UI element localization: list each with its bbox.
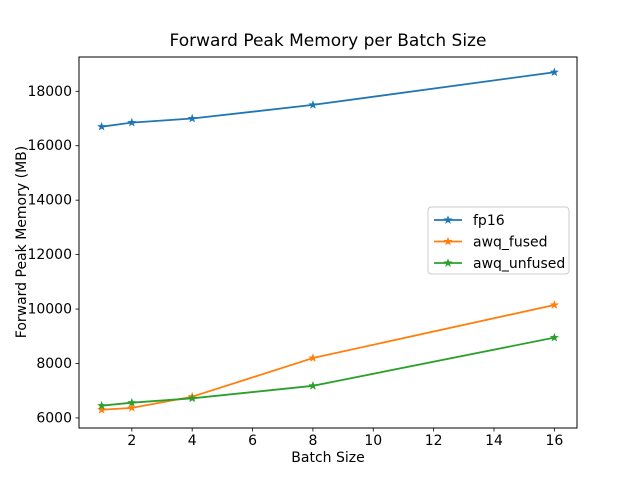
legend-marker-star-icon bbox=[443, 215, 453, 224]
legend-box bbox=[427, 206, 570, 275]
chart-title: Forward Peak Memory per Batch Size bbox=[169, 31, 487, 51]
y-axis-label: Forward Peak Memory (MB) bbox=[14, 145, 30, 339]
x-tick-label: 4 bbox=[188, 433, 197, 449]
legend-label: fp16 bbox=[473, 213, 505, 229]
series-line-awq_fused bbox=[101, 304, 555, 411]
x-tick-label: 6 bbox=[248, 433, 257, 449]
y-tick-label: 10000 bbox=[27, 302, 72, 318]
y-tick-label: 6000 bbox=[36, 410, 72, 426]
legend: fp16 awq_fused awq_unfused bbox=[427, 206, 570, 275]
data-point-marker-awq_unfused bbox=[127, 397, 137, 407]
legend-item-awq_fused: awq_fused bbox=[434, 235, 548, 251]
series-line-awq_unfused bbox=[101, 336, 555, 407]
data-point-marker-fp16 bbox=[549, 67, 559, 77]
y-tick-label: 12000 bbox=[27, 247, 72, 263]
series-line-fp16 bbox=[101, 71, 555, 128]
data-point-marker-awq_unfused bbox=[549, 332, 559, 342]
legend-label: awq_unfused bbox=[473, 256, 565, 272]
data-point-marker-awq_unfused bbox=[97, 400, 107, 410]
data-point-marker-awq_fused bbox=[97, 404, 107, 414]
legend-item-awq_unfused: awq_unfused bbox=[434, 256, 565, 272]
legend-item-fp16: fp16 bbox=[434, 213, 505, 229]
data-point-marker-awq_fused bbox=[127, 403, 137, 412]
axes-spines bbox=[78, 56, 578, 429]
x-tick-label: 8 bbox=[308, 433, 317, 449]
y-tick-label: 18000 bbox=[27, 84, 72, 100]
legend-marker-star-icon bbox=[443, 236, 453, 246]
x-tick-label: 16 bbox=[545, 433, 563, 449]
y-tick-label: 16000 bbox=[27, 138, 72, 154]
y-tick-label: 14000 bbox=[27, 193, 72, 209]
data-point-marker-awq_unfused bbox=[187, 393, 197, 403]
data-point-marker-awq_fused bbox=[308, 353, 318, 362]
legend-marker-star-icon bbox=[443, 258, 453, 267]
x-axis-label: Batch Size bbox=[291, 450, 365, 466]
data-point-marker-fp16 bbox=[127, 117, 137, 127]
x-tick-label: 10 bbox=[364, 433, 382, 449]
data-point-marker-fp16 bbox=[187, 113, 197, 123]
x-tick-label: 14 bbox=[485, 433, 503, 449]
x-tick-label: 2 bbox=[127, 433, 136, 449]
data-point-marker-fp16 bbox=[308, 100, 318, 109]
legend-label: awq_fused bbox=[473, 235, 548, 251]
data-point-marker-awq_fused bbox=[549, 300, 559, 309]
data-point-marker-fp16 bbox=[97, 121, 107, 131]
data-point-marker-awq_unfused bbox=[308, 381, 318, 390]
y-tick-label: 8000 bbox=[36, 356, 72, 372]
x-tick-label: 12 bbox=[425, 433, 443, 449]
